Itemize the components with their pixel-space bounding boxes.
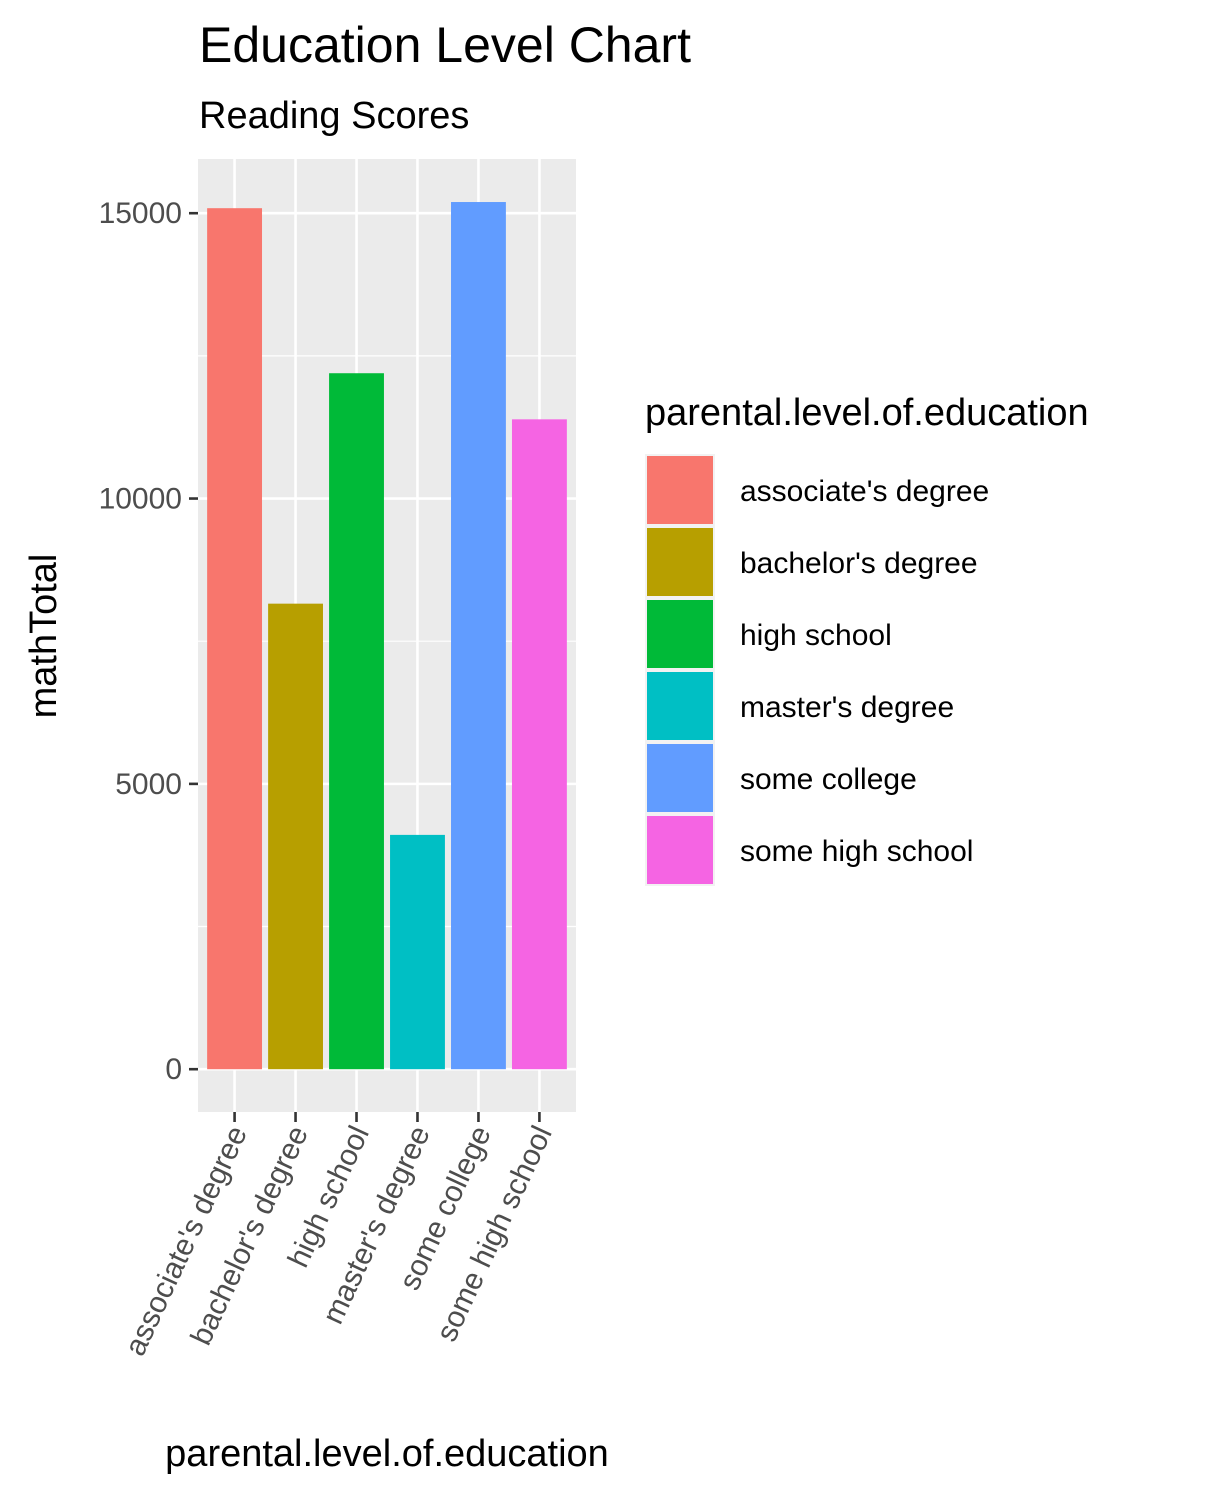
legend-swatch [647, 456, 713, 524]
legend-label: some college [740, 763, 917, 796]
bar-1 [268, 603, 323, 1070]
y-tick-label: 0 [165, 1053, 182, 1086]
legend-label: associate's degree [740, 475, 989, 508]
legend-swatch [647, 672, 713, 740]
legend-swatch [647, 816, 713, 884]
bar-5 [511, 419, 567, 1070]
bar-0 [207, 208, 263, 1070]
legend-title: parental.level.of.education [645, 392, 1089, 434]
legend-label: some high school [740, 835, 973, 868]
bar-3 [390, 834, 445, 1070]
legend-swatch [647, 744, 713, 812]
chart-subtitle: Reading Scores [199, 95, 469, 137]
bar-2 [329, 373, 384, 1070]
chart-title: Education Level Chart [199, 17, 691, 73]
legend-swatch [647, 528, 713, 596]
y-tick-label: 10000 [99, 483, 182, 516]
legend-label: bachelor's degree [740, 547, 978, 580]
legend-label: master's degree [740, 691, 954, 724]
y-tick-label: 15000 [99, 197, 182, 230]
legend-items: associate's degree bachelor's degree high … [645, 454, 989, 886]
legend-swatch [647, 600, 713, 668]
legend: parental.level.of.education associate's … [645, 392, 1089, 886]
y-tick-label: 5000 [115, 768, 182, 801]
bar-4 [451, 202, 506, 1070]
y-axis: 0 5000 10000 15000 [99, 197, 198, 1086]
legend-label: high school [740, 619, 892, 652]
bars [207, 202, 567, 1070]
x-axis-title: parental.level.of.education [165, 1433, 609, 1475]
y-axis-title: mathTotal [23, 554, 65, 719]
